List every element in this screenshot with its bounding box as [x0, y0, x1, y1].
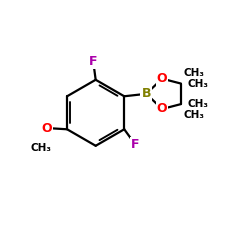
Text: CH₃: CH₃ [187, 78, 208, 88]
Text: F: F [131, 138, 140, 151]
Text: CH₃: CH₃ [184, 68, 205, 78]
Text: O: O [157, 72, 168, 85]
Text: O: O [157, 102, 168, 116]
Text: B: B [142, 87, 151, 100]
Text: CH₃: CH₃ [184, 110, 205, 120]
Text: CH₃: CH₃ [187, 99, 208, 109]
Text: O: O [42, 122, 52, 134]
Text: CH₃: CH₃ [30, 143, 52, 153]
Text: F: F [89, 55, 98, 68]
